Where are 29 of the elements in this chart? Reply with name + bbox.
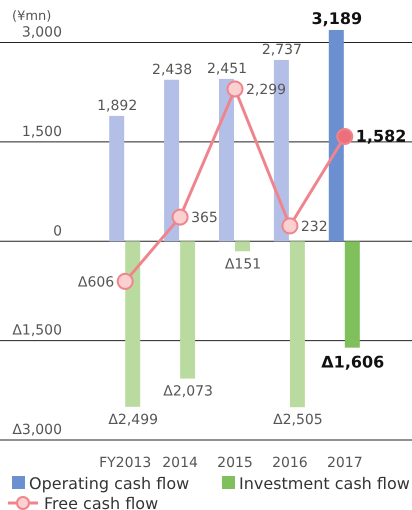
- data-label: Δ2,073: [163, 384, 213, 400]
- data-label: Δ606: [78, 274, 114, 290]
- data-label: Δ151: [224, 256, 262, 272]
- data-label: 2,299: [246, 82, 286, 98]
- data-label: Δ2,505: [273, 412, 323, 428]
- x-tick-label: 2014: [162, 455, 198, 471]
- data-label: 232: [300, 218, 328, 235]
- data-label: 2,451: [206, 60, 248, 77]
- y-tick-label: Δ3,000: [12, 422, 62, 438]
- data-label: Δ2,499: [108, 412, 158, 428]
- x-tick-label: 2016: [272, 455, 308, 471]
- legend-label: Free cash flow: [44, 494, 158, 510]
- data-label: 1,892: [97, 98, 138, 114]
- y-tick-label: 0: [53, 223, 62, 240]
- legend-label: Operating cash flow: [29, 474, 190, 493]
- x-tick-label: 2015: [217, 455, 253, 471]
- data-label: 1,582: [356, 126, 406, 146]
- y-tick-label: 3,000: [22, 24, 62, 41]
- data-label: Δ1,606: [321, 352, 384, 372]
- legend-label: Investment cash flow: [239, 474, 410, 493]
- y-tick-label: Δ1,500: [12, 322, 62, 339]
- y-axis-title: (¥mn): [12, 9, 52, 24]
- y-tick-label: 1,500: [22, 124, 62, 140]
- data-label: 2,737: [262, 42, 302, 58]
- x-tick-label: FY2013: [99, 455, 152, 471]
- data-label: 365: [191, 210, 218, 226]
- data-label: 3,189: [312, 9, 362, 28]
- data-label: 2,438: [152, 62, 192, 78]
- x-tick-label: 2017: [326, 455, 363, 471]
